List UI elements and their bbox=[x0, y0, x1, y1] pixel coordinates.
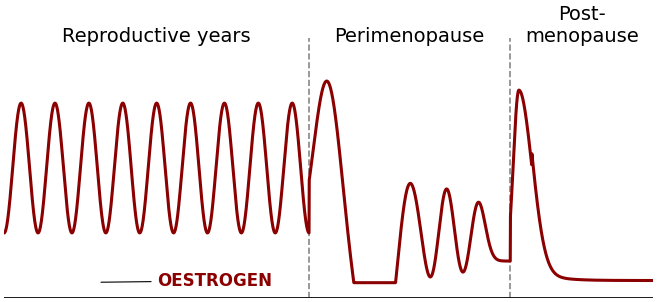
Text: Perimenopause: Perimenopause bbox=[335, 27, 485, 46]
Text: Post-
menopause: Post- menopause bbox=[525, 5, 638, 46]
Text: OESTROGEN: OESTROGEN bbox=[101, 272, 272, 290]
Text: Reproductive years: Reproductive years bbox=[63, 27, 251, 46]
